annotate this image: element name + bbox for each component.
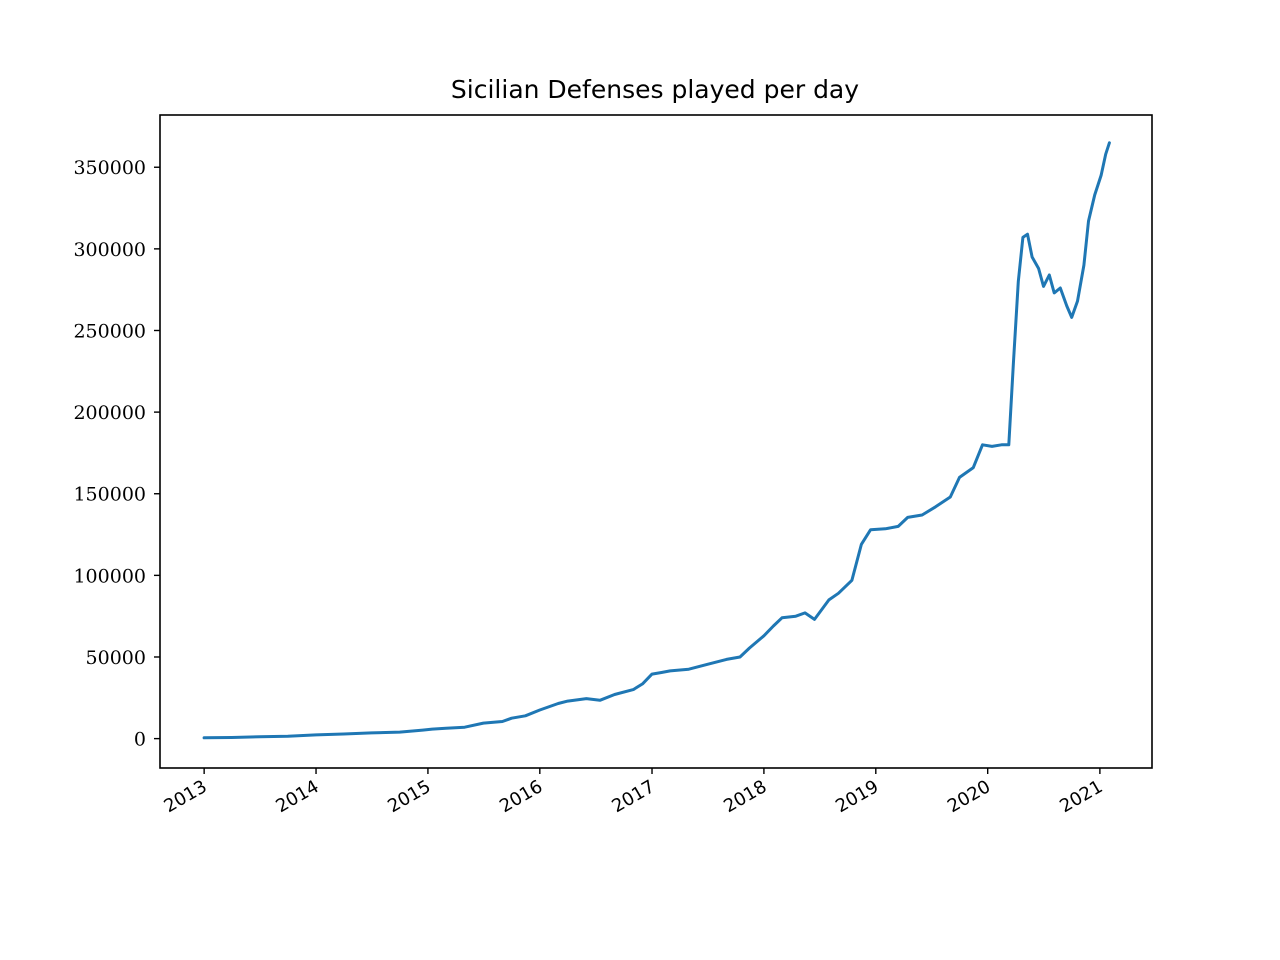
y-axis: 0 50000 100000 150000 200000 250000 300000 3500… — [73, 157, 160, 751]
x-tick-label: 2015 — [384, 776, 434, 817]
x-tick-label: 2013 — [160, 776, 210, 817]
plot-area — [159, 114, 1153, 769]
x-tick-label: 2018 — [720, 776, 770, 817]
y-tick-label: 250000 — [73, 320, 146, 342]
x-tick-label: 2016 — [496, 776, 546, 817]
chart-title: Sicilian Defenses played per day — [451, 75, 859, 104]
x-tick-label: 2021 — [1056, 776, 1106, 817]
y-tick-label: 300000 — [73, 239, 146, 261]
y-tick-label: 350000 — [73, 157, 146, 179]
y-tick-label: 150000 — [73, 484, 146, 506]
series-line — [202, 141, 1111, 740]
y-tick-label: 0 — [134, 729, 146, 751]
x-tick-label: 2019 — [832, 776, 882, 817]
x-axis: 2013 2014 2015 2016 2017 2018 2019 2020 2021 — [160, 768, 1106, 817]
y-tick-label: 50000 — [86, 647, 146, 669]
y-tick-label: 100000 — [73, 565, 146, 587]
x-tick-label: 2014 — [272, 776, 322, 817]
x-tick-label: 2020 — [944, 776, 994, 817]
x-tick-label: 2017 — [608, 776, 658, 817]
y-tick-label: 200000 — [73, 402, 146, 424]
